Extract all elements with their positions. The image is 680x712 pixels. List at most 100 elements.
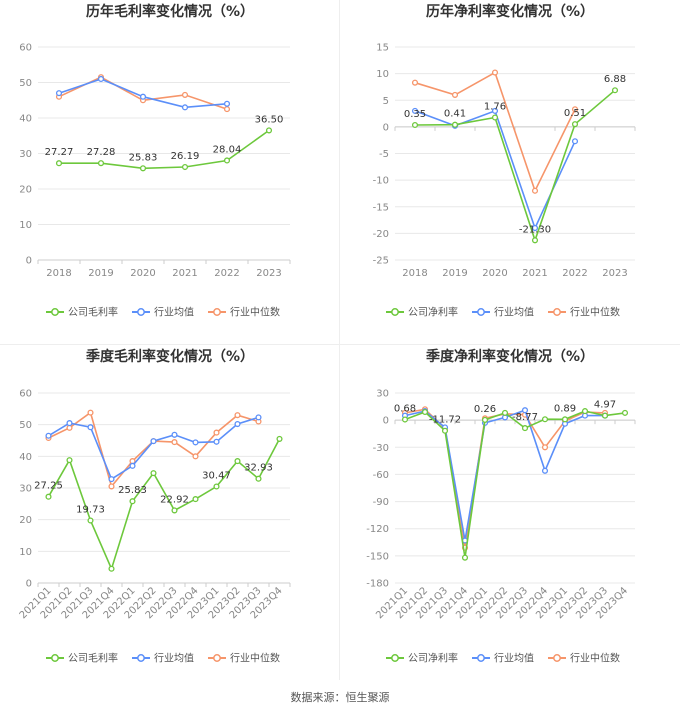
data-point-median (451, 91, 459, 98)
y-tick-label: -180 (366, 579, 389, 590)
x-tick-label: 2018 (402, 268, 427, 279)
data-label: -11.72 (429, 415, 461, 426)
data-label: 32.93 (244, 463, 273, 474)
y-tick-label: 10 (19, 220, 32, 231)
y-tick-label: 20 (19, 515, 32, 526)
data-label: 27.25 (34, 481, 63, 492)
data-point-company (150, 470, 157, 477)
data-point-company (55, 160, 63, 167)
series-line-company (59, 129, 270, 170)
data-point-avg (571, 138, 579, 145)
legend-swatch-marker-avg (137, 308, 145, 316)
data-point-company (571, 121, 579, 128)
y-tick-label: 40 (19, 452, 32, 463)
data-point-company (108, 565, 115, 572)
chart-title: 季度净利率变化情况（%） (425, 348, 594, 365)
horizontal-divider (0, 344, 680, 345)
data-point-company (541, 416, 549, 423)
legend-label-avg: 行业均值 (154, 652, 194, 665)
data-point-company (97, 160, 105, 167)
legend-label-median: 行业中位数 (230, 306, 280, 319)
legend-swatch-marker-median (553, 654, 561, 662)
chart-panel-annual-gross: 历年毛利率变化情况（%） 0 10 20 30 40 50 60 2018 2019 2020 202… (0, 0, 340, 345)
data-point-avg (192, 439, 199, 446)
data-point-company (129, 498, 136, 505)
data-point-company (621, 409, 629, 416)
legend-label-avg: 行业均值 (494, 652, 534, 665)
data-point-company (531, 237, 539, 244)
legend-swatch-marker-median (553, 308, 561, 316)
data-point-company (561, 416, 569, 423)
y-tick-label: -90 (373, 497, 389, 508)
data-point-company (491, 114, 499, 121)
y-tick-label: 50 (19, 420, 32, 431)
data-point-company (581, 408, 589, 415)
legend-label-median: 行业中位数 (570, 306, 620, 319)
legend-swatch-marker-avg (477, 308, 485, 316)
data-label: 0.68 (394, 404, 416, 415)
data-point-company (451, 121, 459, 128)
x-tick-label: 2020 (482, 268, 507, 279)
data-point-avg (45, 432, 52, 439)
data-label: 27.28 (87, 147, 116, 158)
data-point-company (181, 163, 189, 171)
legend-swatch-marker-company (51, 654, 59, 662)
y-tick-label: 50 (19, 78, 32, 89)
data-point-median (491, 69, 499, 76)
data-label: 0.51 (564, 108, 586, 119)
data-point-company (501, 409, 509, 416)
data-point-avg (255, 414, 262, 421)
y-tick-label: 0 (383, 416, 389, 427)
legend-label-median: 行业中位数 (570, 652, 620, 665)
data-point-company (265, 127, 273, 134)
x-tick-label: 2021 (522, 268, 547, 279)
data-point-avg (181, 104, 189, 111)
data-label: 0.89 (554, 403, 576, 414)
data-point-company (411, 121, 419, 129)
data-point-company (87, 517, 94, 524)
data-point-avg (223, 100, 231, 107)
data-label: 27.27 (45, 147, 74, 158)
y-tick-label: 30 (19, 149, 32, 160)
data-point-median (87, 409, 94, 416)
data-label: 30.47 (202, 471, 231, 482)
data-label: 19.73 (76, 505, 105, 516)
data-source-note: 数据来源：恒生聚源 (290, 691, 390, 704)
data-point-median (541, 444, 549, 451)
data-point-company (401, 416, 409, 423)
x-tick-label: 2023 (602, 268, 627, 279)
y-tick-label: 30 (19, 484, 32, 495)
series-line-company (47, 438, 281, 572)
data-point-company (521, 425, 529, 432)
legend-label-median: 行业中位数 (230, 652, 280, 665)
y-tick-label: 5 (383, 96, 389, 107)
data-label: 26.19 (171, 151, 200, 162)
data-point-company (461, 554, 469, 561)
data-point-median (571, 106, 579, 113)
x-tick-label: 2018 (46, 268, 71, 279)
x-tick-label: 2019 (442, 268, 467, 279)
data-point-company (171, 507, 178, 514)
data-point-median (213, 429, 220, 436)
data-label: -8.77 (512, 412, 538, 423)
y-tick-label: -60 (373, 470, 389, 481)
y-tick-label: 0 (26, 579, 32, 590)
y-tick-label: 0 (26, 256, 32, 267)
data-point-company (213, 483, 220, 490)
data-label: 25.83 (118, 485, 147, 496)
data-label: 22.92 (160, 494, 189, 505)
data-point-median (192, 453, 199, 460)
legend-label-company: 公司毛利率 (68, 306, 118, 319)
y-tick-label: -30 (373, 443, 389, 454)
chart-svg-annual-gross: 历年毛利率变化情况（%） 0 10 20 30 40 50 60 2018 2019 2020 202… (19, 3, 291, 319)
data-label: 0.41 (444, 109, 466, 120)
data-point-avg (213, 438, 220, 445)
series-line-company (414, 89, 616, 243)
data-label: 1.76 (484, 102, 506, 113)
y-tick-label: 20 (19, 185, 32, 196)
data-point-avg (234, 420, 241, 428)
legend-swatch-marker-median (213, 654, 221, 662)
chart-title: 季度毛利率变化情况（%） (85, 348, 254, 365)
y-tick-label: 60 (19, 389, 32, 400)
chart-svg-quarterly-net: 季度净利率变化情况（%）-180-150-120-90-60-300302021… (366, 348, 636, 665)
